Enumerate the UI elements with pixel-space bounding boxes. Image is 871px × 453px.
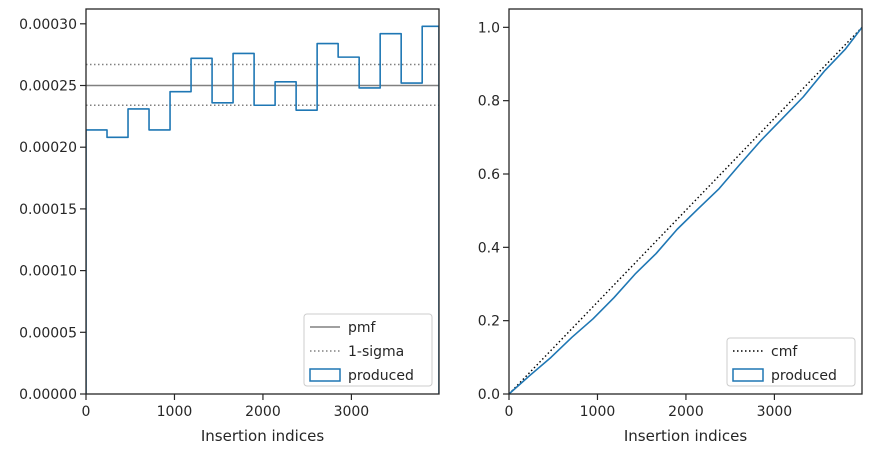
x-tick-label: 0 (505, 404, 514, 420)
legend-box (726, 337, 856, 387)
plot-area (86, 25, 439, 394)
y-tick-label: 0.00030 (19, 17, 77, 33)
plot-frame (508, 8, 863, 395)
y-tick-label: 0.00000 (19, 387, 77, 403)
y-tick-label: 0.00005 (19, 325, 77, 341)
y-tick-label: 0.00010 (19, 264, 77, 280)
x-axis-label: Insertion indices (624, 427, 747, 445)
y-tick-label: 0.6 (478, 167, 500, 183)
y-tick-label: 0.0 (478, 387, 500, 403)
legend-swatch-box (732, 368, 764, 382)
y-tick-label: 0.00020 (19, 140, 77, 156)
legend-label: 1-sigma (348, 344, 404, 360)
legend-label: produced (771, 368, 837, 384)
y-tick-label: 0.2 (478, 314, 500, 330)
x-tick-label: 1000 (157, 404, 193, 420)
legend-label: produced (348, 368, 414, 384)
series-cmf (509, 26, 862, 394)
x-tick-label: 3000 (334, 404, 370, 420)
y-tick-label: 0.4 (478, 240, 500, 256)
series-produced (86, 25, 439, 394)
y-tick-label: 0.00025 (19, 79, 77, 95)
legend: cmf produced (726, 337, 856, 387)
histogram-chart: 0 1000 2000 3000 0.00000 0.00005 0.00010 0.0001… (19, 8, 440, 445)
legend-label: cmf (771, 344, 798, 360)
series-produced (509, 26, 862, 394)
x-tick-label: 2000 (245, 404, 281, 420)
plot-area (509, 26, 862, 394)
legend-label: pmf (348, 320, 377, 336)
x-tick-label: 2000 (668, 404, 704, 420)
x-tick-label: 0 (82, 404, 91, 420)
x-tick-label: 3000 (757, 404, 793, 420)
legend-swatch-box (309, 368, 341, 382)
legend: pmf 1-sigma produced (303, 313, 433, 387)
x-tick-label: 1000 (580, 404, 616, 420)
cumulative-chart: 0 1000 2000 3000 0.0 0.2 0.4 0.6 0.8 1.0 Insertion… (478, 8, 863, 445)
y-tick-label: 0.8 (478, 94, 500, 110)
legend-box (303, 313, 433, 387)
x-axis-label: Insertion indices (201, 427, 324, 445)
y-tick-label: 1.0 (478, 20, 500, 36)
y-tick-label: 0.00015 (19, 202, 77, 218)
plot-frame (85, 8, 440, 395)
